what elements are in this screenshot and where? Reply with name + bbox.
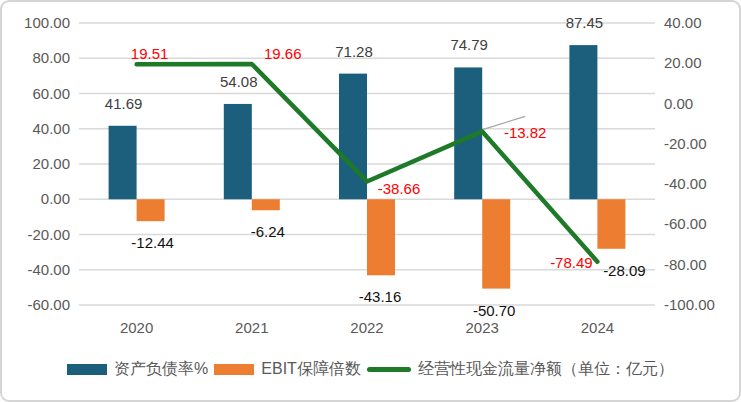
bar-data-label: -28.09 xyxy=(603,262,646,279)
line-data-label: -38.66 xyxy=(378,180,421,197)
legend-item-ebit-coverage: EBIT保障倍数 xyxy=(214,359,361,380)
right-axis-tick-label: -80.00 xyxy=(664,256,707,273)
bar-data-label: 71.28 xyxy=(335,43,373,60)
legend-label: 资产负债率% xyxy=(114,359,208,380)
left-axis-tick-label: -20.00 xyxy=(27,226,70,243)
category-label: 2022 xyxy=(350,319,383,336)
category-label: 2024 xyxy=(581,319,614,336)
left-axis-tick-label: -40.00 xyxy=(27,261,70,278)
category-label: 2020 xyxy=(120,319,153,336)
left-axis-tick-label: 40.00 xyxy=(32,120,70,137)
legend-swatch-blue-bar xyxy=(67,364,107,375)
legend-item-operating-cashflow: 经营性现金流量净额（单位：亿元） xyxy=(367,359,674,380)
line-data-label: 19.51 xyxy=(131,45,169,62)
legend-label: EBIT保障倍数 xyxy=(261,359,361,380)
bar-data-label: -12.44 xyxy=(131,234,174,251)
bar-data-label: -50.70 xyxy=(473,302,516,319)
legend: 资产负债率% EBIT保障倍数 经营性现金流量净额（单位：亿元） xyxy=(2,346,739,400)
bar-data-label: 74.79 xyxy=(450,36,488,53)
left-axis-tick-label: 0.00 xyxy=(41,190,70,207)
right-axis-tick-label: 40.00 xyxy=(664,14,702,31)
legend-label: 经营性现金流量净额（单位：亿元） xyxy=(418,359,674,380)
bar-asset-liability-ratio xyxy=(109,126,137,199)
right-axis-tick-label: -60.00 xyxy=(664,215,707,232)
bar-data-label: -6.24 xyxy=(251,223,285,240)
bar-ebit-coverage xyxy=(482,199,510,288)
bar-data-label: 41.69 xyxy=(105,95,143,112)
line-data-label: -13.82 xyxy=(504,124,547,141)
bar-asset-liability-ratio xyxy=(569,45,597,199)
left-axis-tick-label: 60.00 xyxy=(32,85,70,102)
bar-asset-liability-ratio xyxy=(224,104,252,199)
legend-swatch-orange-bar xyxy=(214,364,254,375)
right-axis-tick-label: 20.00 xyxy=(664,54,702,71)
bar-ebit-coverage xyxy=(597,199,625,249)
legend-swatch-green-line xyxy=(367,367,411,372)
bar-ebit-coverage xyxy=(367,199,395,275)
left-axis-tick-label: 100.00 xyxy=(24,14,70,31)
legend-item-asset-liability-ratio: 资产负债率% xyxy=(67,359,208,380)
line-data-label: 19.66 xyxy=(264,45,302,62)
chart-container: 100.00 80.00 60.00 40.00 20.00 0.00 -20.00 -40.… xyxy=(0,0,741,402)
bar-data-label: -43.16 xyxy=(359,288,402,305)
bar-data-label: 54.08 xyxy=(220,73,258,90)
bar-data-label: 87.45 xyxy=(566,14,604,31)
left-axis-tick-label: 80.00 xyxy=(32,49,70,66)
left-axis-tick-label: 20.00 xyxy=(32,155,70,172)
right-axis-tick-label: -20.00 xyxy=(664,135,707,152)
right-axis-tick-label: -100.00 xyxy=(664,296,715,313)
left-axis-tick-label: -60.00 xyxy=(27,296,70,313)
plot-area: 100.00 80.00 60.00 40.00 20.00 0.00 -20.00 -40.… xyxy=(2,2,739,346)
bar-ebit-coverage xyxy=(252,199,280,210)
line-data-label: -78.49 xyxy=(550,254,593,271)
bar-asset-liability-ratio xyxy=(339,74,367,200)
right-axis-tick-label: -40.00 xyxy=(664,175,707,192)
bar-ebit-coverage xyxy=(137,199,165,221)
category-label: 2021 xyxy=(235,319,268,336)
right-axis-tick-label: 0.00 xyxy=(664,95,693,112)
category-label: 2023 xyxy=(466,319,499,336)
